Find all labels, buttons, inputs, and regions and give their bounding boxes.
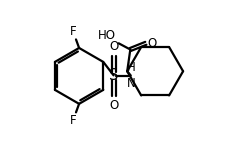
Text: O: O: [109, 99, 119, 112]
Text: O: O: [147, 37, 156, 50]
Text: HO: HO: [98, 29, 116, 42]
Text: H: H: [127, 61, 136, 74]
Text: F: F: [69, 25, 76, 38]
Text: S: S: [109, 68, 119, 83]
Text: N: N: [127, 77, 136, 90]
Text: O: O: [109, 40, 119, 53]
Text: F: F: [69, 114, 76, 127]
